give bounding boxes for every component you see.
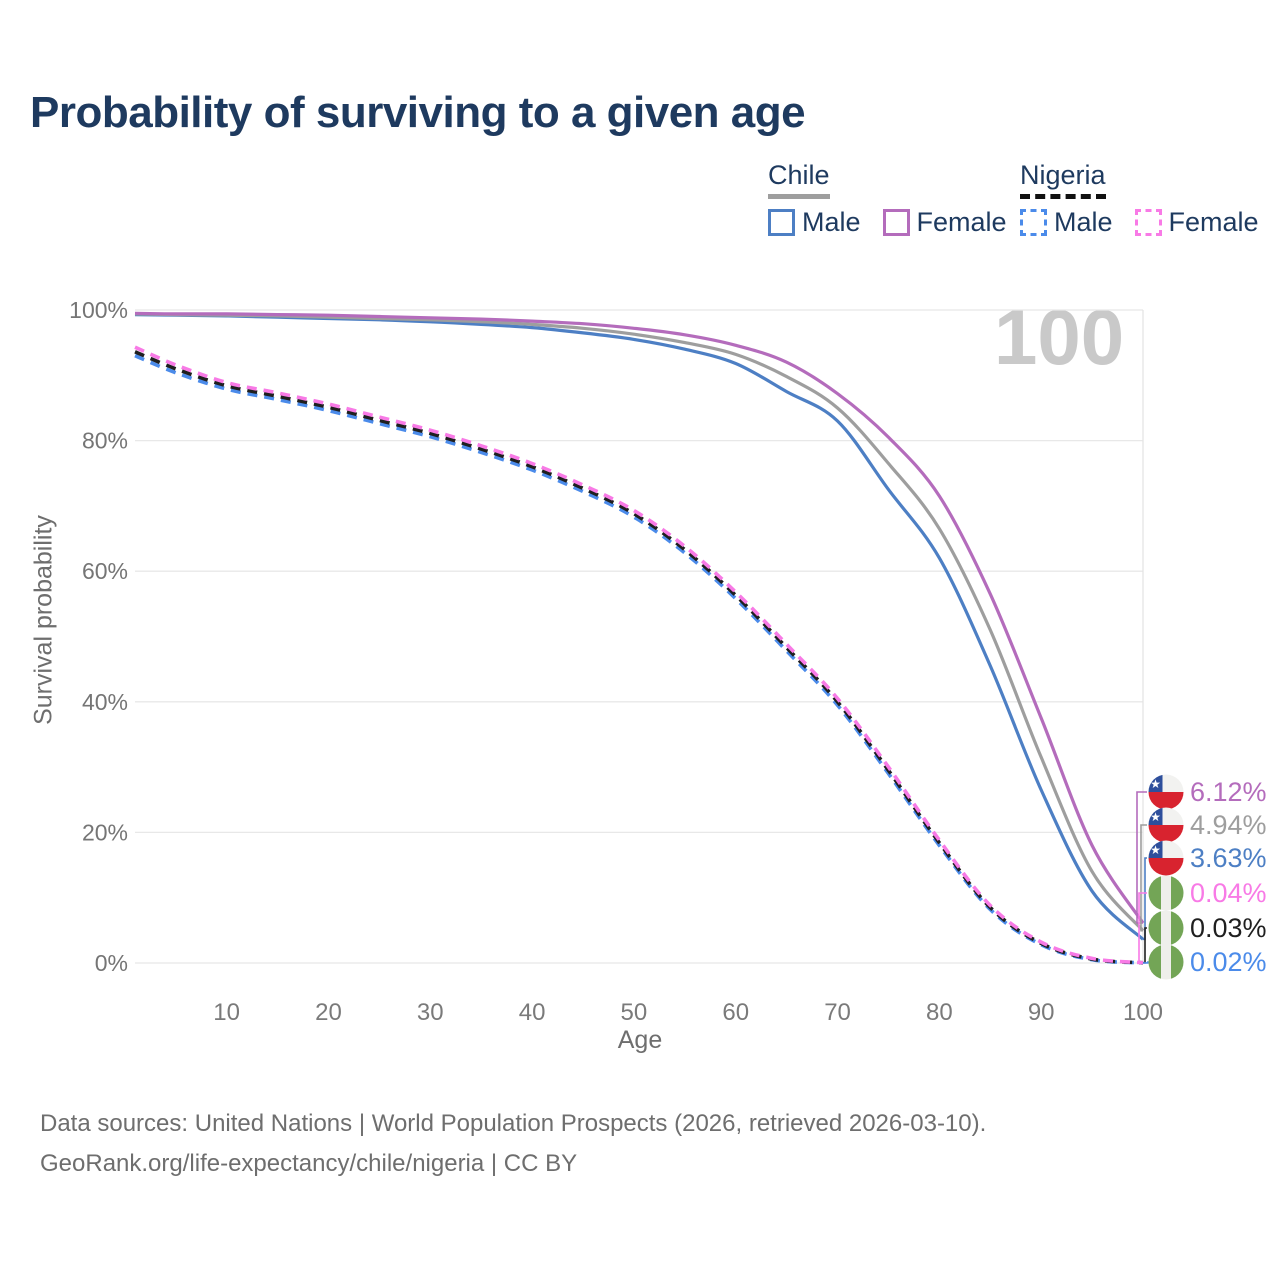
x-tick-label-40: 40 [519,999,546,1026]
legend-item-chile-female[interactable]: Female [882,207,1007,238]
legend-item-chile-male[interactable]: Male [768,207,861,238]
curve-nigeria-both[interactable] [134,350,1144,965]
y-tick-label-40: 40% [82,689,128,715]
curve-chile-male[interactable] [134,313,1145,941]
end-label-nigeria-male: 0.02% [1190,947,1267,977]
chile-male-swatch-icon [768,209,795,236]
y-tick-label-60: 60% [82,558,128,584]
footer-attribution-link: GeoRank.org/life-expectancy/chile/nigeri… [40,1150,578,1177]
y-tick-label-80: 80% [82,428,128,454]
chile-flag-icon: ★ [1148,840,1184,876]
end-connector-chile-female [1136,791,1147,924]
end-connector-chile-both [1140,824,1147,932]
legend-item-nigeria-male[interactable]: Male [1020,207,1113,238]
end-label-chile-female: 6.12% [1190,777,1267,807]
x-tick-label-90: 90 [1028,999,1055,1026]
curve-nigeria-female[interactable] [134,345,1144,965]
end-connector-nigeria-female [1138,892,1147,964]
page-title: Probability of surviving to a given age [30,88,806,137]
chile-female-swatch-icon [882,209,910,236]
x-tick-label-50: 50 [621,999,648,1026]
x-tick-label-70: 70 [824,999,851,1026]
end-connector-chile-male [1143,857,1147,941]
nigeria-flag-icon [1148,944,1184,980]
svg-text:★: ★ [1150,810,1161,824]
legend-label-chile-male: Male [802,207,861,237]
footer-data-sources: Data sources: United Nations | World Pop… [40,1110,987,1137]
x-tick-label-30: 30 [417,999,444,1026]
footer: Data sources: United Nations | World Pop… [40,1104,986,1184]
x-axis-title: Age [617,1026,663,1054]
nigeria-female-swatch-icon [1134,209,1162,236]
nigeria-flag-icon [1148,910,1184,946]
x-tick-label-80: 80 [926,999,953,1026]
y-tick-label-100: 100% [69,297,128,323]
x-tick-label-10: 10 [213,999,240,1026]
curve-nigeria-male[interactable] [134,354,1144,965]
x-tick-label-100: 100 [1123,999,1163,1026]
legend-group-nigeria: Nigeria Male Female [1020,160,1259,238]
end-label-nigeria-both: 0.03% [1190,913,1267,943]
legend-item-nigeria-female[interactable]: Female [1134,207,1259,238]
chile-flag-icon: ★ [1148,774,1184,810]
curve-chile-both[interactable] [134,312,1145,932]
legend-country-chile[interactable]: Chile [768,160,830,199]
legend-label-chile-female: Female [916,207,1007,237]
y-tick-label-20: 20% [82,819,128,845]
curve-chile-female[interactable] [134,311,1145,924]
legend-group-chile: Chile Male Female [768,160,1007,238]
x-tick-label-20: 20 [315,999,342,1026]
x-tick-label-60: 60 [722,999,749,1026]
end-label-chile-male: 3.63% [1190,843,1267,873]
svg-text:★: ★ [1150,843,1161,857]
svg-text:★: ★ [1150,777,1161,791]
chile-flag-icon: ★ [1148,807,1184,843]
nigeria-flag-icon [1148,875,1184,911]
end-label-nigeria-female: 0.04% [1190,878,1267,908]
end-label-chile-both: 4.94% [1190,810,1267,840]
y-tick-label-0: 0% [95,950,128,976]
legend-label-nigeria-male: Male [1054,207,1113,237]
nigeria-male-swatch-icon [1020,209,1047,236]
legend-country-nigeria[interactable]: Nigeria [1020,160,1106,199]
legend-label-nigeria-female: Female [1168,207,1259,237]
